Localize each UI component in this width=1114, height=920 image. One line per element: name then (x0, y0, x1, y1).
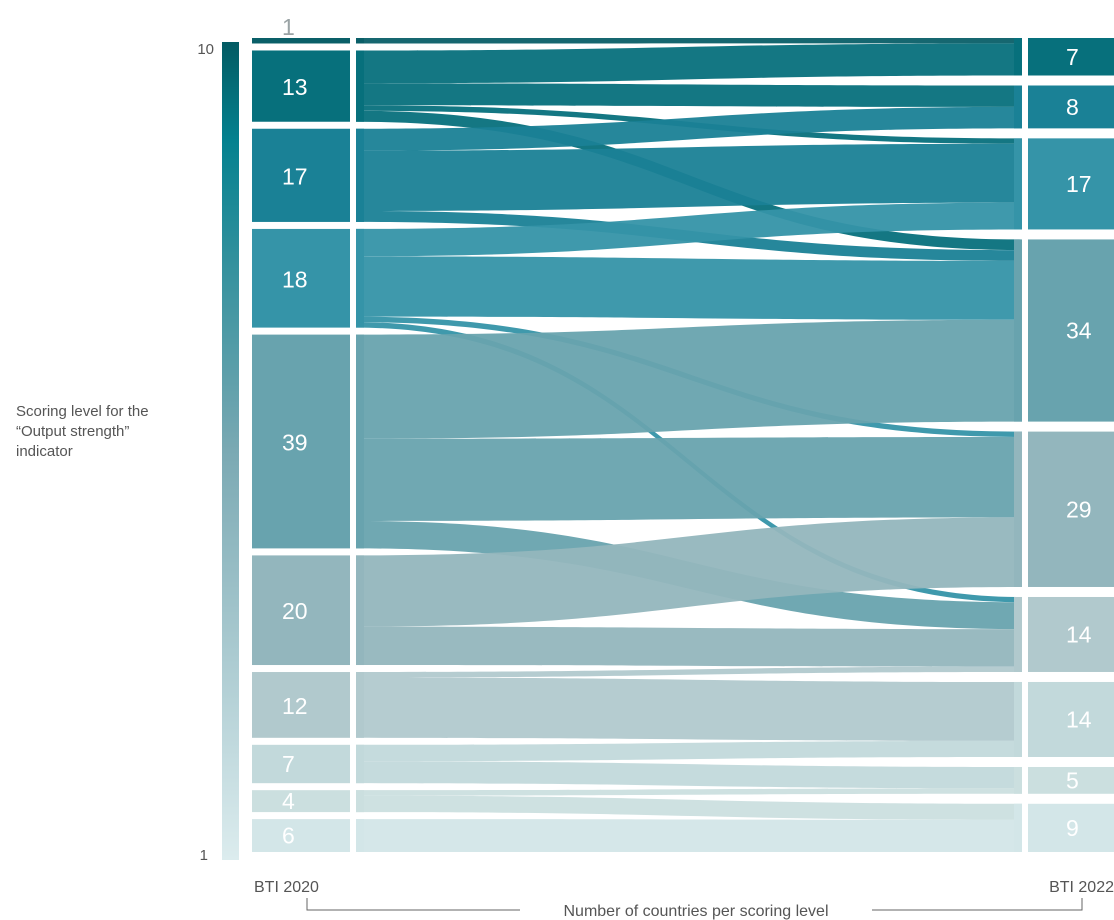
right-node-7 (1028, 38, 1114, 76)
left-node-18 (252, 228, 350, 328)
right-column-label: BTI 2022 (1049, 879, 1114, 896)
right-node-8 (1028, 85, 1114, 129)
right-flow-bar-17 (1014, 138, 1022, 230)
flow-L4-R4 (356, 436, 1022, 521)
right-node-9 (1028, 803, 1114, 852)
left-node-label: 6 (282, 823, 295, 849)
scoring-scale-bar (222, 42, 239, 860)
flow-L7-R6 (356, 740, 1022, 762)
left-node-label: 7 (282, 751, 295, 777)
right-flow-bar-34 (1014, 239, 1022, 422)
left-node-label: 4 (282, 788, 295, 814)
flow-L8-R7 (356, 788, 1022, 796)
x-axis-bracket-right (872, 898, 1083, 911)
flow-L9-R8 (356, 819, 1022, 852)
left-node-17 (252, 128, 350, 222)
right-node-29 (1028, 431, 1114, 587)
right-flow-bar-9 (1014, 803, 1022, 852)
left-flow-bar-17 (356, 128, 364, 222)
left-node-4 (252, 790, 350, 813)
left-flow-bar-13 (356, 50, 364, 122)
scale-top-label: 10 (197, 41, 214, 58)
flow-L3-R2 (356, 202, 1022, 257)
left-node-label: 20 (282, 598, 308, 624)
flow-L2-R1 (356, 106, 1022, 151)
left-flow-bar-18 (356, 228, 364, 328)
nodes-layer: 1 13 17 18 39 20 12 7 4 6 7 8 17 34 29 14 14 5 9 (252, 14, 1114, 852)
flow-L2-R2 (356, 143, 1022, 211)
left-flow-bar-12 (356, 672, 364, 738)
right-node-14 (1028, 596, 1114, 672)
flow-L1-R0 (356, 43, 1022, 84)
left-node-7 (252, 744, 350, 784)
left-flow-bar-1 (356, 38, 364, 44)
right-flow-bar-7 (1014, 38, 1022, 76)
left-node-20 (252, 555, 350, 666)
flow-L1-R1 (356, 83, 1022, 107)
right-node-label: 9 (1066, 815, 1079, 841)
y-axis-label: Scoring level for the “Output strength” … (16, 402, 206, 462)
right-node-label: 29 (1066, 496, 1092, 522)
right-node-label: 14 (1066, 621, 1092, 647)
left-node-12 (252, 672, 350, 738)
flow-L7-R7 (356, 761, 1022, 789)
left-flow-bar-39 (356, 334, 364, 549)
left-node-label: 39 (282, 430, 308, 456)
left-node-label: 18 (282, 266, 308, 292)
right-node-label: 7 (1066, 44, 1079, 70)
right-node-17 (1028, 138, 1114, 230)
flow-L5-R5 (356, 626, 1022, 667)
flow-L6-R5 (356, 666, 1022, 678)
left-flow-bar-4 (356, 790, 364, 813)
left-node-label: 17 (282, 163, 308, 189)
right-node-label: 5 (1066, 767, 1079, 793)
flows-layer (356, 38, 1022, 852)
left-flow-bar-6 (356, 819, 364, 852)
right-flow-bar-14 (1014, 681, 1022, 757)
right-flow-bar-29 (1014, 431, 1022, 587)
y-axis-label-line-3: indicator (16, 443, 73, 460)
right-flow-bar-8 (1014, 85, 1022, 129)
right-node-5 (1028, 766, 1114, 794)
flow-L5-R4 (356, 517, 1022, 627)
right-node-label: 17 (1066, 171, 1092, 197)
right-node-14 (1028, 681, 1114, 757)
right-node-label: 14 (1066, 706, 1092, 732)
scale-bottom-label: 1 (200, 847, 208, 864)
left-node-39 (252, 334, 350, 549)
y-axis-label-line-1: Scoring level for the (16, 403, 149, 420)
flow-L8-R8 (356, 795, 1022, 820)
flow-L4-R3 (356, 319, 1022, 439)
right-node-label: 8 (1066, 94, 1079, 120)
left-node-1 (252, 38, 350, 44)
flow-L6-R6 (356, 677, 1022, 741)
left-flow-bar-20 (356, 555, 364, 666)
y-axis-label-line-2: “Output strength” (16, 423, 130, 440)
left-node-label: 13 (282, 74, 308, 100)
left-flow-bar-7 (356, 744, 364, 784)
right-node-label: 34 (1066, 318, 1092, 344)
flow-L3-R3 (356, 256, 1022, 320)
right-node-34 (1028, 239, 1114, 422)
flow-L0-R0 (356, 38, 1022, 44)
left-node-label: 12 (282, 693, 308, 719)
left-column-label: BTI 2020 (254, 879, 319, 896)
right-flow-bar-5 (1014, 766, 1022, 794)
right-flow-bar-14 (1014, 596, 1022, 672)
x-axis-label: Number of countries per scoring level (563, 903, 828, 920)
x-axis-bracket-left (306, 898, 520, 911)
left-node-label: 1 (282, 14, 295, 40)
left-node-13 (252, 50, 350, 122)
left-node-6 (252, 819, 350, 852)
